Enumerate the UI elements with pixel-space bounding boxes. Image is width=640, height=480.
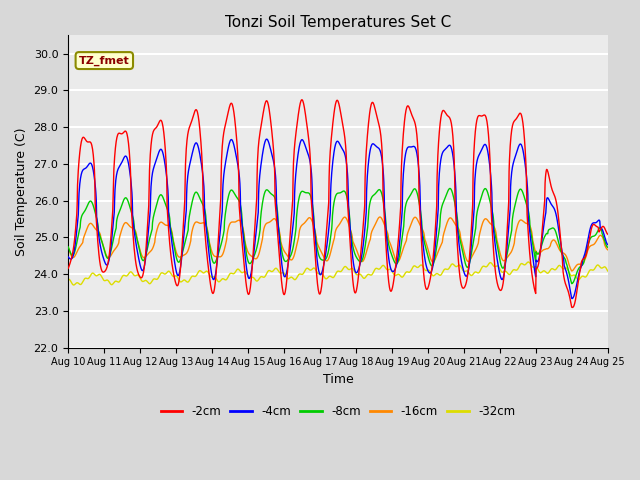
-2cm (540, 206, 548, 212)
-8cm (422, 244, 429, 250)
-32cm (541, 268, 548, 274)
-16cm (540, 247, 548, 252)
-16cm (493, 232, 500, 238)
-2cm (64, 265, 72, 271)
-32cm (604, 268, 612, 274)
-32cm (493, 263, 500, 269)
-4cm (171, 262, 179, 267)
-4cm (422, 261, 429, 267)
X-axis label: Time: Time (323, 373, 353, 386)
-8cm (184, 228, 192, 233)
-4cm (262, 136, 270, 142)
Legend: -2cm, -4cm, -8cm, -16cm, -32cm: -2cm, -4cm, -8cm, -16cm, -32cm (156, 400, 520, 423)
-8cm (540, 235, 548, 241)
-8cm (604, 244, 612, 250)
-32cm (245, 275, 253, 280)
Line: -16cm: -16cm (68, 217, 608, 271)
Title: Tonzi Soil Temperatures Set C: Tonzi Soil Temperatures Set C (225, 15, 451, 30)
-4cm (493, 251, 500, 256)
-32cm (172, 273, 179, 279)
-4cm (244, 275, 252, 281)
-32cm (185, 279, 193, 285)
-2cm (568, 304, 576, 310)
-2cm (184, 130, 192, 135)
Y-axis label: Soil Temperature (C): Soil Temperature (C) (15, 127, 28, 256)
Line: -8cm: -8cm (68, 189, 608, 284)
-8cm (568, 281, 575, 287)
-32cm (524, 259, 532, 265)
-32cm (64, 276, 72, 282)
-8cm (171, 248, 179, 254)
-2cm (604, 231, 612, 237)
-16cm (376, 214, 384, 220)
-8cm (446, 186, 454, 192)
Line: -32cm: -32cm (68, 262, 608, 285)
-16cm (244, 250, 252, 256)
-4cm (568, 296, 576, 301)
-16cm (184, 247, 192, 253)
-16cm (64, 244, 72, 250)
-8cm (64, 244, 72, 250)
-2cm (493, 276, 500, 281)
Line: -2cm: -2cm (68, 100, 608, 307)
-16cm (604, 247, 612, 252)
-4cm (64, 254, 72, 260)
-32cm (422, 268, 429, 274)
-32cm (70, 282, 77, 288)
-16cm (568, 268, 575, 274)
-4cm (184, 170, 192, 176)
-8cm (493, 238, 500, 243)
-4cm (604, 241, 612, 247)
-2cm (422, 285, 429, 291)
-2cm (244, 291, 252, 297)
-2cm (171, 277, 179, 283)
-2cm (298, 97, 305, 103)
Text: TZ_fmet: TZ_fmet (79, 55, 130, 66)
-4cm (540, 221, 548, 227)
-8cm (244, 259, 252, 265)
Line: -4cm: -4cm (68, 139, 608, 299)
-16cm (422, 239, 429, 245)
-16cm (171, 245, 179, 251)
